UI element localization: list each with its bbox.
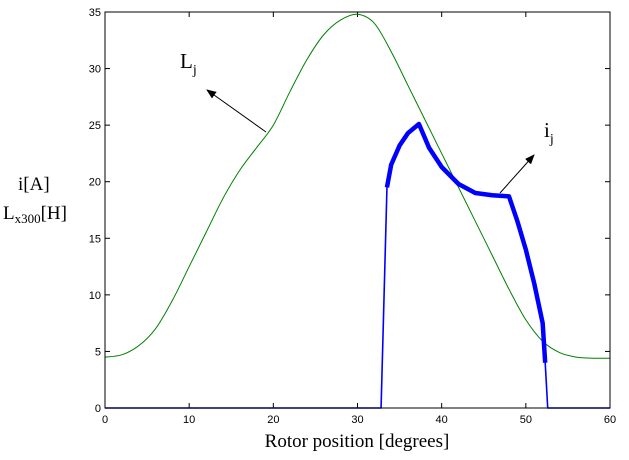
y-tick-label: 15	[89, 233, 101, 245]
annotation-label-current: ij	[544, 118, 554, 147]
y-tick-label: 25	[89, 120, 101, 132]
y-tick-label: 20	[89, 177, 101, 189]
x-axis-ticks: 0 10 20 30 40 50 60	[102, 12, 616, 426]
x-tick-label: 40	[436, 414, 448, 426]
x-tick-label: 20	[267, 414, 279, 426]
annotation-arrow-current	[499, 154, 535, 194]
y-tick-label: 35	[89, 7, 101, 19]
y-tick-label: 30	[89, 64, 101, 76]
y-tick-label: 10	[89, 290, 101, 302]
y-axis-ticks: 0 5 10 15 20 25 30 35	[89, 7, 610, 415]
plot-frame	[104, 11, 611, 409]
x-tick-label: 60	[604, 414, 616, 426]
y-tick-label: 5	[95, 346, 101, 358]
series-line-current-band	[384, 121, 548, 363]
x-tick-label: 0	[102, 414, 108, 426]
y-axis-label-line1: i[A]	[18, 174, 50, 195]
x-tick-label: 10	[183, 414, 195, 426]
plot-area	[105, 12, 610, 408]
annotation-label-inductance: Lj	[180, 49, 197, 78]
x-tick-label: 30	[351, 414, 363, 426]
series-line-inductance	[104, 13, 611, 359]
annotation-arrow-inductance	[206, 89, 267, 133]
y-tick-label: 0	[95, 403, 101, 415]
y-axis-label-line2: Lx300[H]	[3, 203, 67, 226]
x-tick-label: 50	[520, 414, 532, 426]
x-axis-label: Rotor position [degrees]	[265, 431, 450, 452]
